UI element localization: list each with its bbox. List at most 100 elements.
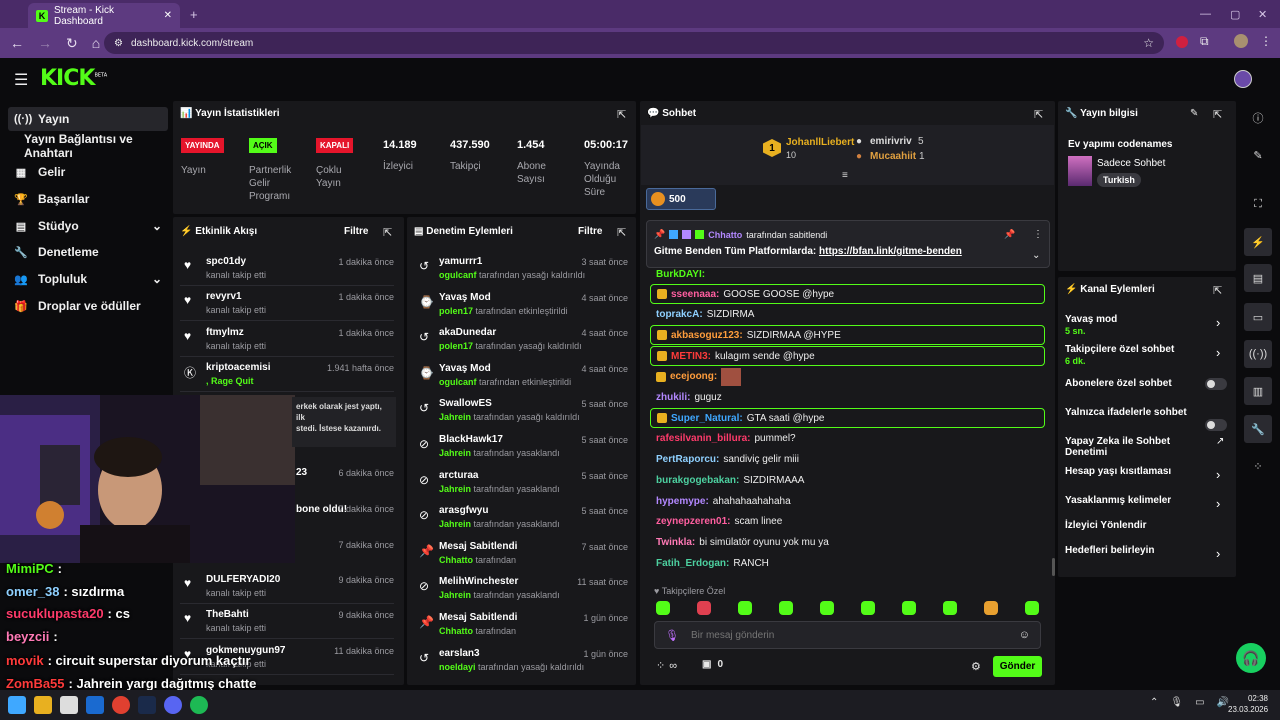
profile-avatar-icon[interactable]	[1234, 34, 1248, 48]
chat-username[interactable]: burakgogebakan:	[656, 474, 740, 486]
mod-row-name[interactable]: akaDunedar	[439, 327, 497, 339]
popout-icon[interactable]: ⇱	[617, 109, 627, 121]
emote-icon[interactable]	[656, 601, 670, 615]
gift-counter[interactable]: ▣ 0	[702, 659, 723, 670]
volume-icon[interactable]: 🔊	[1216, 697, 1229, 708]
emote-icon[interactable]	[738, 601, 752, 615]
chat-username[interactable]: toprakcA:	[656, 309, 703, 321]
activity-row-name[interactable]: DULFERYADI20	[206, 574, 281, 585]
emote-icon[interactable]	[779, 601, 793, 615]
mod-row-by[interactable]: polen17	[439, 305, 474, 316]
channel-action-label[interactable]: Yapay Zeka ile Sohbet Denetimi	[1065, 436, 1171, 458]
chat-username[interactable]: zhukili:	[656, 392, 691, 403]
chat-username[interactable]: hypemype:	[656, 495, 709, 507]
mod-row-by[interactable]: ogulcanf	[439, 270, 477, 280]
category-name[interactable]: Sadece Sohbet	[1097, 158, 1166, 169]
edit-icon[interactable]: ✎	[1253, 149, 1263, 162]
mod-row-name[interactable]: Yavaş Mod	[439, 362, 491, 374]
reload-icon[interactable]: ↻	[66, 34, 78, 51]
chat-message[interactable]: Fatih_Erdogan: RANCH	[650, 553, 1045, 573]
sidebar-item-achievements[interactable]: 🏆 Başarılar	[8, 187, 168, 211]
close-window-icon[interactable]: ✕	[1258, 9, 1268, 21]
mod-row-by[interactable]: polen17	[439, 341, 474, 352]
chat-message[interactable]: burakgogebakan: SIZDIRMAAA	[650, 470, 1045, 490]
more-apps-icon[interactable]: ⁘	[1253, 460, 1263, 473]
chat-message[interactable]: toprakcA: SIZDIRMA	[650, 305, 1045, 325]
chevron-right-icon[interactable]: ›	[1216, 315, 1221, 330]
chat-settings-gear-icon[interactable]: ⚙	[971, 661, 981, 673]
chat-message[interactable]: METIN3: kulagım sende @hype	[650, 346, 1045, 367]
chat-message[interactable]: zeynepzeren01: scam linee	[650, 512, 1045, 532]
channel-action-label[interactable]: Abonelere özel sohbet	[1065, 378, 1172, 389]
chrome-icon[interactable]	[112, 696, 130, 714]
external-link-icon[interactable]: ↗	[1216, 436, 1225, 447]
emote-icon[interactable]	[984, 601, 998, 615]
pinned-link[interactable]: https://bfan.link/gitme-benden	[819, 246, 962, 257]
mod-row-name[interactable]: yamurrr1	[439, 256, 483, 267]
popout-icon[interactable]: ⇱	[1213, 285, 1223, 297]
mod-row-by[interactable]: Chhatto	[439, 554, 473, 565]
edit-pencil-icon[interactable]: ✎	[1190, 108, 1199, 119]
channel-action-label[interactable]: Hesap yaşı kısıtlaması	[1065, 466, 1172, 477]
channel-action-label[interactable]: Hedefleri belirleyin	[1065, 545, 1155, 556]
channel-action-label[interactable]: Takipçilere özel sohbet	[1065, 344, 1175, 355]
support-headset-icon[interactable]: 🎧	[1236, 643, 1266, 673]
emote-icon[interactable]	[861, 601, 875, 615]
notes-icon[interactable]: ▤	[1244, 264, 1272, 292]
user-avatar[interactable]	[1234, 70, 1252, 88]
sidebar-item-studio[interactable]: ▤ Stüdyo ⌄	[8, 214, 168, 238]
close-tab-icon[interactable]: ✕	[163, 10, 172, 21]
chat-message[interactable]: rafesilvanin_billura: pummel?	[650, 429, 1045, 449]
outlook-icon[interactable]	[86, 696, 104, 714]
more-options-icon[interactable]: ⋮	[1033, 229, 1043, 240]
popout-icon[interactable]: ⇱	[1034, 109, 1044, 121]
leader-name[interactable]: Mucaahiit	[870, 151, 917, 162]
unpin-icon[interactable]: 📌	[1004, 229, 1016, 239]
points-infinite[interactable]: ⁘ ∞	[656, 659, 677, 673]
kick-logo[interactable]: KICKBETA	[40, 66, 107, 91]
chat-username[interactable]: PertRaporcu:	[656, 454, 720, 466]
sidebar-item-community[interactable]: 👥 Topluluk ⌄	[8, 267, 168, 291]
chat-message[interactable]: Twinkla: bi simülatör oyunu yok mu ya	[650, 532, 1045, 552]
mod-row-by[interactable]: noeldayi	[439, 661, 476, 672]
sidebar-item-stream-key[interactable]: Yayın Bağlantısı ve Anahtarı	[18, 132, 173, 160]
popout-icon[interactable]: ⇱	[617, 227, 627, 239]
broadcast-icon[interactable]: ((·))	[1244, 340, 1272, 368]
monitor-icon[interactable]: ▭	[1195, 697, 1205, 708]
emote-icon[interactable]	[820, 601, 834, 615]
taskbar-clock[interactable]: 02:38 23.03.2026	[1228, 693, 1268, 715]
mod-row-by[interactable]: Jahrein	[439, 519, 472, 530]
activity-row-name[interactable]: revyrv1	[206, 291, 242, 302]
popout-icon[interactable]: ⇱	[1213, 109, 1223, 121]
mod-row-by[interactable]: Chhatto	[439, 626, 473, 636]
new-tab-icon[interactable]: +	[190, 7, 198, 22]
bookmark-star-icon[interactable]: ☆	[1143, 36, 1154, 50]
activity-row-name[interactable]: ftmylmz	[206, 327, 244, 338]
chevron-down-icon[interactable]: ⌄	[1032, 250, 1041, 261]
info-icon[interactable]: ⓘ	[1252, 113, 1264, 125]
chat-username[interactable]: zeynepzeren01:	[656, 516, 731, 528]
mod-row-name[interactable]: arasgfwyu	[439, 505, 489, 517]
spotify-icon[interactable]	[190, 696, 208, 714]
sidebar-item-stream[interactable]: ((·)) Yayın	[8, 107, 168, 131]
mod-row-by[interactable]: ogulcanf	[439, 376, 477, 387]
mod-row-name[interactable]: earslan3	[439, 647, 480, 659]
emote-icon[interactable]	[1025, 601, 1039, 615]
file-explorer-icon[interactable]	[34, 696, 52, 714]
activity-row-name[interactable]: spc01dy	[206, 256, 247, 267]
chat-username[interactable]: rafesilvanin_billura:	[656, 433, 751, 445]
microphone-tray-icon[interactable]: 🎙	[1170, 697, 1184, 708]
mod-row-name[interactable]: Yavaş Mod	[439, 291, 491, 303]
channel-action-label[interactable]: Yasaklanmış kelimeler	[1065, 495, 1172, 506]
activity-filter-button[interactable]: Filtre	[344, 226, 369, 237]
quick-actions-icon[interactable]: ⚡	[1244, 228, 1272, 256]
notepad-icon[interactable]	[60, 696, 78, 714]
mod-row-name[interactable]: arcturaa	[439, 469, 479, 481]
chat-username[interactable]: Super_Natural:	[671, 412, 743, 424]
popout-icon[interactable]: ⇱	[383, 227, 393, 239]
chat-message[interactable]: PertRaporcu: sandiviç gelir miii	[650, 450, 1045, 470]
chevron-right-icon[interactable]: ›	[1216, 345, 1221, 360]
expand-leaderboard-icon[interactable]: ≡	[842, 170, 848, 181]
moderation-filter-button[interactable]: Filtre	[578, 226, 603, 237]
discord-icon[interactable]	[164, 696, 182, 714]
